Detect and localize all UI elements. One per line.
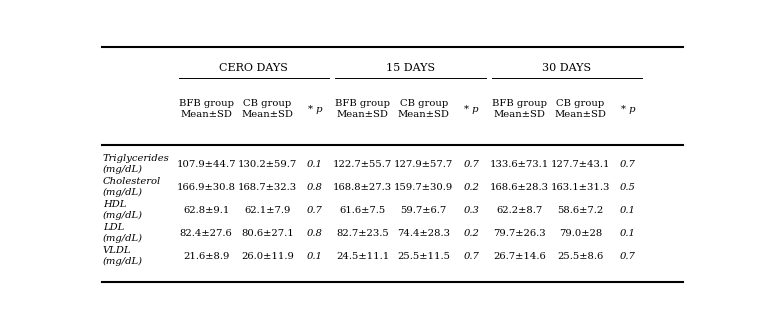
Text: 133.6±73.1: 133.6±73.1 — [490, 160, 549, 169]
Text: 0.5: 0.5 — [620, 183, 636, 192]
Text: BFB group
Mean±SD: BFB group Mean±SD — [335, 99, 390, 119]
Text: 62.1±7.9: 62.1±7.9 — [244, 206, 291, 215]
Text: 74.4±28.3: 74.4±28.3 — [397, 229, 451, 238]
Text: * p: * p — [464, 105, 479, 113]
Text: 15 DAYS: 15 DAYS — [386, 63, 435, 73]
Text: 0.7: 0.7 — [620, 252, 636, 261]
Text: 0.7: 0.7 — [464, 252, 480, 261]
Text: 0.1: 0.1 — [307, 252, 323, 261]
Text: 0.3: 0.3 — [464, 206, 480, 215]
Text: VLDL
(mg/dL): VLDL (mg/dL) — [103, 246, 143, 266]
Text: 79.0±28: 79.0±28 — [558, 229, 602, 238]
Text: 168.7±32.3: 168.7±32.3 — [238, 183, 297, 192]
Text: HDL
(mg/dL): HDL (mg/dL) — [103, 200, 143, 220]
Text: 82.7±23.5: 82.7±23.5 — [337, 229, 389, 238]
Text: 130.2±59.7: 130.2±59.7 — [238, 160, 297, 169]
Text: 163.1±31.3: 163.1±31.3 — [551, 183, 610, 192]
Text: 107.9±44.7: 107.9±44.7 — [177, 160, 236, 169]
Text: 24.5±11.1: 24.5±11.1 — [336, 252, 389, 261]
Text: 25.5±8.6: 25.5±8.6 — [557, 252, 604, 261]
Text: 0.7: 0.7 — [464, 160, 480, 169]
Text: 59.7±6.7: 59.7±6.7 — [401, 206, 447, 215]
Text: 62.2±8.7: 62.2±8.7 — [496, 206, 542, 215]
Text: 0.1: 0.1 — [620, 229, 636, 238]
Text: CB group
Mean±SD: CB group Mean±SD — [555, 99, 606, 119]
Text: 25.5±11.5: 25.5±11.5 — [397, 252, 451, 261]
Text: 159.7±30.9: 159.7±30.9 — [394, 183, 454, 192]
Text: 26.0±11.9: 26.0±11.9 — [241, 252, 294, 261]
Text: 0.8: 0.8 — [307, 183, 323, 192]
Text: 82.4±27.6: 82.4±27.6 — [180, 229, 233, 238]
Text: 122.7±55.7: 122.7±55.7 — [333, 160, 392, 169]
Text: Triglycerides
(mg/dL): Triglycerides (mg/dL) — [103, 154, 170, 174]
Text: BFB group
Mean±SD: BFB group Mean±SD — [179, 99, 233, 119]
Text: 166.9±30.8: 166.9±30.8 — [177, 183, 236, 192]
Text: 0.1: 0.1 — [307, 160, 323, 169]
Text: 79.7±26.3: 79.7±26.3 — [493, 229, 545, 238]
Text: 0.7: 0.7 — [620, 160, 636, 169]
Text: 127.7±43.1: 127.7±43.1 — [551, 160, 610, 169]
Text: Cholesterol
(mg/dL): Cholesterol (mg/dL) — [103, 177, 161, 197]
Text: * p: * p — [308, 105, 322, 113]
Text: CB group
Mean±SD: CB group Mean±SD — [241, 99, 293, 119]
Text: 61.6±7.5: 61.6±7.5 — [340, 206, 386, 215]
Text: 168.8±27.3: 168.8±27.3 — [333, 183, 392, 192]
Text: 0.2: 0.2 — [464, 229, 480, 238]
Text: CB group
Mean±SD: CB group Mean±SD — [398, 99, 450, 119]
Text: 26.7±14.6: 26.7±14.6 — [493, 252, 545, 261]
Text: CERO DAYS: CERO DAYS — [220, 63, 288, 73]
Text: 127.9±57.7: 127.9±57.7 — [394, 160, 454, 169]
Text: 0.8: 0.8 — [307, 229, 323, 238]
Text: 58.6±7.2: 58.6±7.2 — [557, 206, 604, 215]
Text: 21.6±8.9: 21.6±8.9 — [183, 252, 229, 261]
Text: * p: * p — [620, 105, 635, 113]
Text: 62.8±9.1: 62.8±9.1 — [183, 206, 229, 215]
Text: LDL
(mg/dL): LDL (mg/dL) — [103, 223, 143, 243]
Text: BFB group
Mean±SD: BFB group Mean±SD — [492, 99, 547, 119]
Text: 168.6±28.3: 168.6±28.3 — [490, 183, 549, 192]
Text: 30 DAYS: 30 DAYS — [542, 63, 591, 73]
Text: 80.6±27.1: 80.6±27.1 — [241, 229, 294, 238]
Text: 0.2: 0.2 — [464, 183, 480, 192]
Text: 0.1: 0.1 — [620, 206, 636, 215]
Text: 0.7: 0.7 — [307, 206, 323, 215]
